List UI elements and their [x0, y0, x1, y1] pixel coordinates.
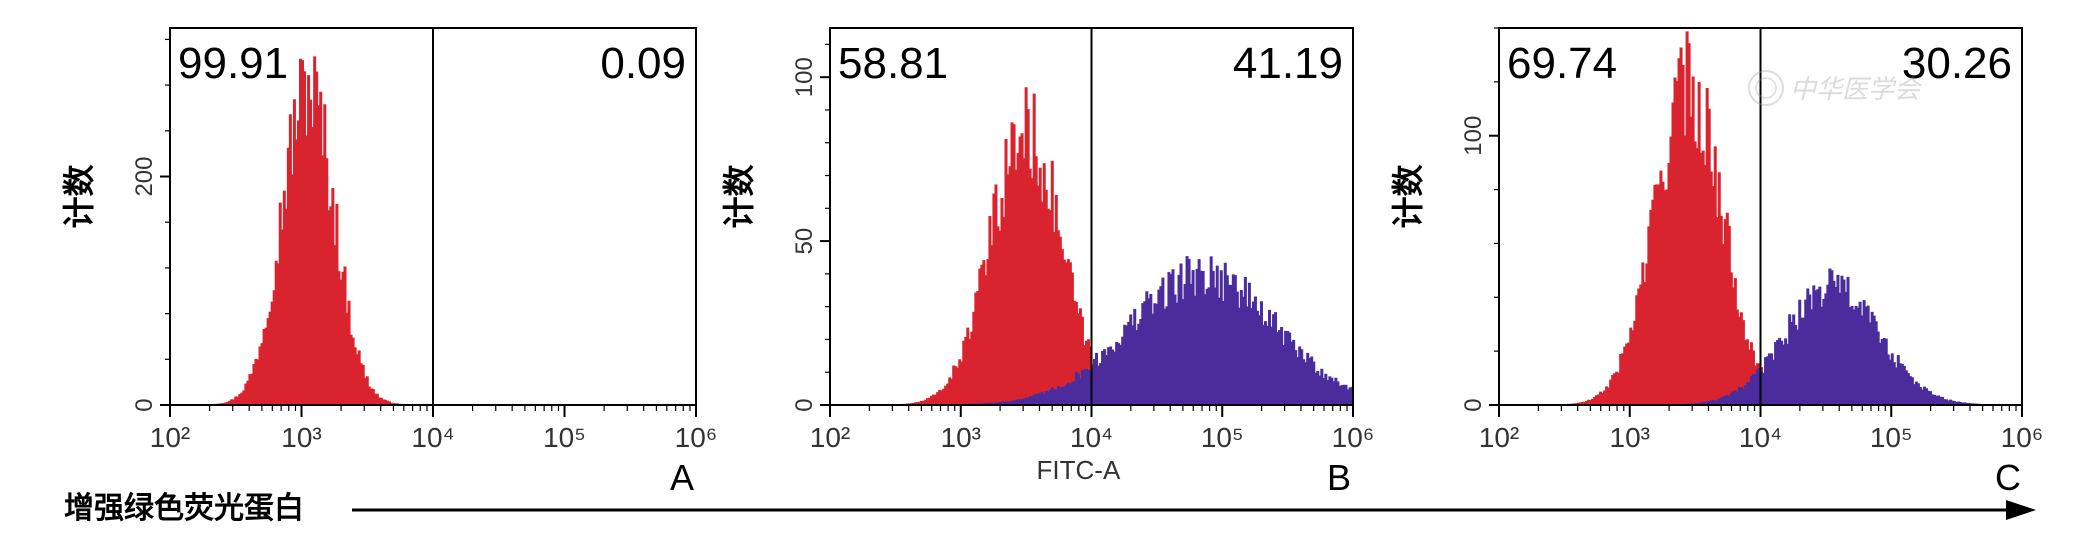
y-tick-label: 200 — [131, 156, 158, 196]
y-tick-label: 0 — [131, 398, 158, 411]
gate-percent-right: 0.09 — [600, 39, 686, 88]
x-tick-label: 10⁴ — [1070, 422, 1113, 453]
watermark-logo: 中华医学会 — [1748, 70, 1923, 106]
y-tick-label: 100 — [1460, 116, 1487, 156]
x-tick-label: 10³ — [1610, 422, 1650, 453]
x-tick-label: 10⁶ — [675, 422, 718, 453]
x-tick-label: 10² — [150, 422, 190, 453]
bottom-arrow-head — [2006, 500, 2036, 520]
y-tick-label: 100 — [791, 57, 818, 97]
x-tick-label: 10² — [810, 422, 850, 453]
gate-percent-right: 41.19 — [1233, 39, 1343, 88]
watermark-text: 中华医学会 — [1790, 75, 1923, 105]
x-tick-label: 10⁶ — [2001, 422, 2044, 453]
x-tick-label: 10⁶ — [1332, 422, 1375, 453]
x-tick-label: 10⁵ — [1870, 422, 1913, 453]
histogram-panel-A: 99.91 0.09 10² 10³ 10⁴ 10⁵ 10⁶ 0 200 计数 A — [60, 27, 718, 498]
y-tick-label: 50 — [791, 228, 818, 255]
gate-percent-left: 99.91 — [178, 39, 288, 88]
x-tick-label: 10⁴ — [411, 422, 454, 453]
y-axis-label: 计数 — [720, 164, 758, 229]
y-tick-label: 0 — [791, 398, 818, 411]
gate-percent-right: 30.26 — [1902, 39, 2012, 88]
panel-label: B — [1327, 457, 1351, 498]
x-tick-label: 10³ — [281, 422, 321, 453]
gate-percent-left: 58.81 — [838, 39, 948, 88]
y-axis-label: 计数 — [60, 164, 98, 229]
x-tick-label: 10² — [1479, 422, 1519, 453]
panels-group: 99.91 0.09 10² 10³ 10⁴ 10⁵ 10⁶ 0 200 计数 A 58.81 41.1… — [60, 27, 2044, 498]
x-tick-label: 10⁴ — [1739, 422, 1782, 453]
x-tick-label: 10³ — [941, 422, 981, 453]
bottom-axis-label: 增强绿色荧光蛋白 — [64, 491, 304, 526]
histogram-panel-B: 58.81 41.19 10² 10³ 10⁴ 10⁵ 10⁶ 0 50 100 计数 FITC-A B — [720, 27, 1375, 498]
y-tick-label: 0 — [1460, 398, 1487, 411]
panel-label: A — [670, 457, 694, 498]
x-tick-label: 10⁵ — [543, 422, 586, 453]
gate-percent-left: 69.74 — [1507, 39, 1617, 88]
histogram-panel-C: 69.74 30.26 10² 10³ 10⁴ 10⁵ 10⁶ 0 100 计数 C — [1389, 27, 2044, 498]
x-tick-label: 10⁵ — [1201, 422, 1244, 453]
panel-label: C — [1995, 457, 2021, 498]
y-axis-label: 计数 — [1389, 164, 1427, 229]
x-axis-label: FITC-A — [1037, 455, 1121, 485]
